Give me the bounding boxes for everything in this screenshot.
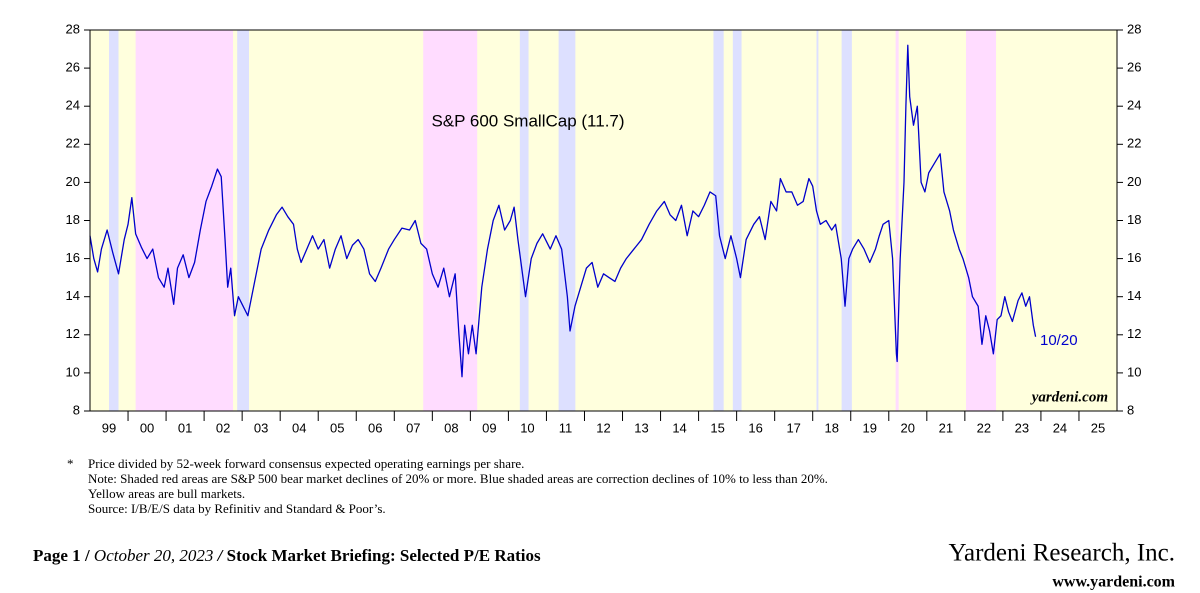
date: October 20, 2023	[94, 546, 213, 565]
x-tick-label: 01	[178, 420, 192, 435]
x-tick-label: 20	[901, 420, 915, 435]
y2-tick-label: 12	[1127, 326, 1141, 341]
y2-tick-label: 10	[1127, 364, 1141, 379]
y-tick-label: 14	[66, 288, 80, 303]
x-tick-label: 22	[977, 420, 991, 435]
y-tick-label: 26	[66, 60, 80, 75]
y-tick-label: 28	[66, 21, 80, 36]
y2-tick-label: 26	[1127, 60, 1141, 75]
y2-tick-label: 28	[1127, 21, 1141, 36]
footnote-line: Price divided by 52-week forward consens…	[88, 456, 524, 471]
x-tick-label: 10	[520, 420, 534, 435]
shaded-region	[558, 30, 576, 411]
y2-tick-label: 8	[1127, 402, 1134, 417]
y-tick-label: 16	[66, 250, 80, 265]
x-tick-label: 09	[482, 420, 496, 435]
data-line	[89, 44, 1037, 378]
x-tick-label: 02	[216, 420, 230, 435]
shaded-region	[732, 30, 742, 411]
x-tick-label: 21	[939, 420, 953, 435]
footnotes: Price divided by 52-week forward consens…	[88, 456, 828, 516]
y2-tick-label: 20	[1127, 174, 1141, 189]
chart-title: S&P 600 SmallCap (11.7)	[431, 111, 624, 130]
x-tick-label: 11	[559, 420, 573, 435]
shaded-region	[895, 30, 899, 411]
page-number: Page 1	[33, 546, 81, 565]
x-tick-label: 07	[406, 420, 420, 435]
x-tick-label: 17	[786, 420, 800, 435]
y-tick-label: 20	[66, 174, 80, 189]
y-tick-label: 10	[66, 364, 80, 379]
footer-line: Page 1 / October 20, 2023 / Stock Market…	[33, 546, 541, 565]
x-tick-label: 12	[596, 420, 610, 435]
y-tick-label: 24	[66, 98, 80, 113]
report-title: Stock Market Briefing: Selected P/E Rati…	[227, 546, 541, 565]
separator: /	[84, 546, 90, 565]
bull-background	[90, 30, 1117, 411]
y2-tick-label: 22	[1127, 136, 1141, 151]
shaded-region	[965, 30, 997, 411]
shaded-region	[519, 30, 529, 411]
shaded-region	[237, 30, 249, 411]
y-tick-label: 12	[66, 326, 80, 341]
footnote-line: Note: Shaded red areas are S&P 500 bear …	[88, 471, 828, 486]
y2-tick-label: 16	[1127, 250, 1141, 265]
shaded-region	[135, 30, 234, 411]
x-tick-label: 00	[140, 420, 154, 435]
watermark: yardeni.com	[1030, 389, 1108, 405]
y-tick-label: 18	[66, 212, 80, 227]
y-tick-label: 8	[73, 402, 80, 417]
x-tick-label: 23	[1015, 420, 1029, 435]
separator: /	[216, 546, 225, 565]
x-tick-label: 99	[102, 420, 116, 435]
x-tick-label: 08	[444, 420, 458, 435]
company: Yardeni Research, Inc.	[948, 540, 1175, 567]
shaded-region	[109, 30, 119, 411]
x-tick-label: 14	[672, 420, 686, 435]
footnote-line: Source: I/B/E/S data by Refinitiv and St…	[88, 501, 386, 516]
footnote-marker: *	[67, 456, 74, 471]
y2-tick-label: 18	[1127, 212, 1141, 227]
x-tick-label: 03	[254, 420, 268, 435]
x-tick-label: 06	[368, 420, 382, 435]
y2-tick-label: 14	[1127, 288, 1141, 303]
website: www.yardeni.com	[1052, 574, 1175, 591]
plot: 8 10 12 14 16 18 20 22 24 26 28 8 10 12 14 16 18 20 22 24 26…	[66, 21, 1142, 435]
y-tick-label: 22	[66, 136, 80, 151]
footnote-line: Yellow areas are bull markets.	[88, 486, 245, 501]
x-tick-label: 13	[634, 420, 648, 435]
x-tick-label: 16	[748, 420, 762, 435]
shaded-region	[816, 30, 819, 411]
x-tick-label: 24	[1053, 420, 1067, 435]
x-tick-label: 15	[710, 420, 724, 435]
x-tick-label: 19	[863, 420, 877, 435]
x-tick-label: 04	[292, 420, 306, 435]
end-label: 10/20	[1040, 332, 1078, 349]
y2-tick-label: 24	[1127, 98, 1141, 113]
x-tick-label: 05	[330, 420, 344, 435]
shaded-region	[841, 30, 852, 411]
x-tick-label: 25	[1091, 420, 1105, 435]
x-tick-label: 18	[824, 420, 838, 435]
